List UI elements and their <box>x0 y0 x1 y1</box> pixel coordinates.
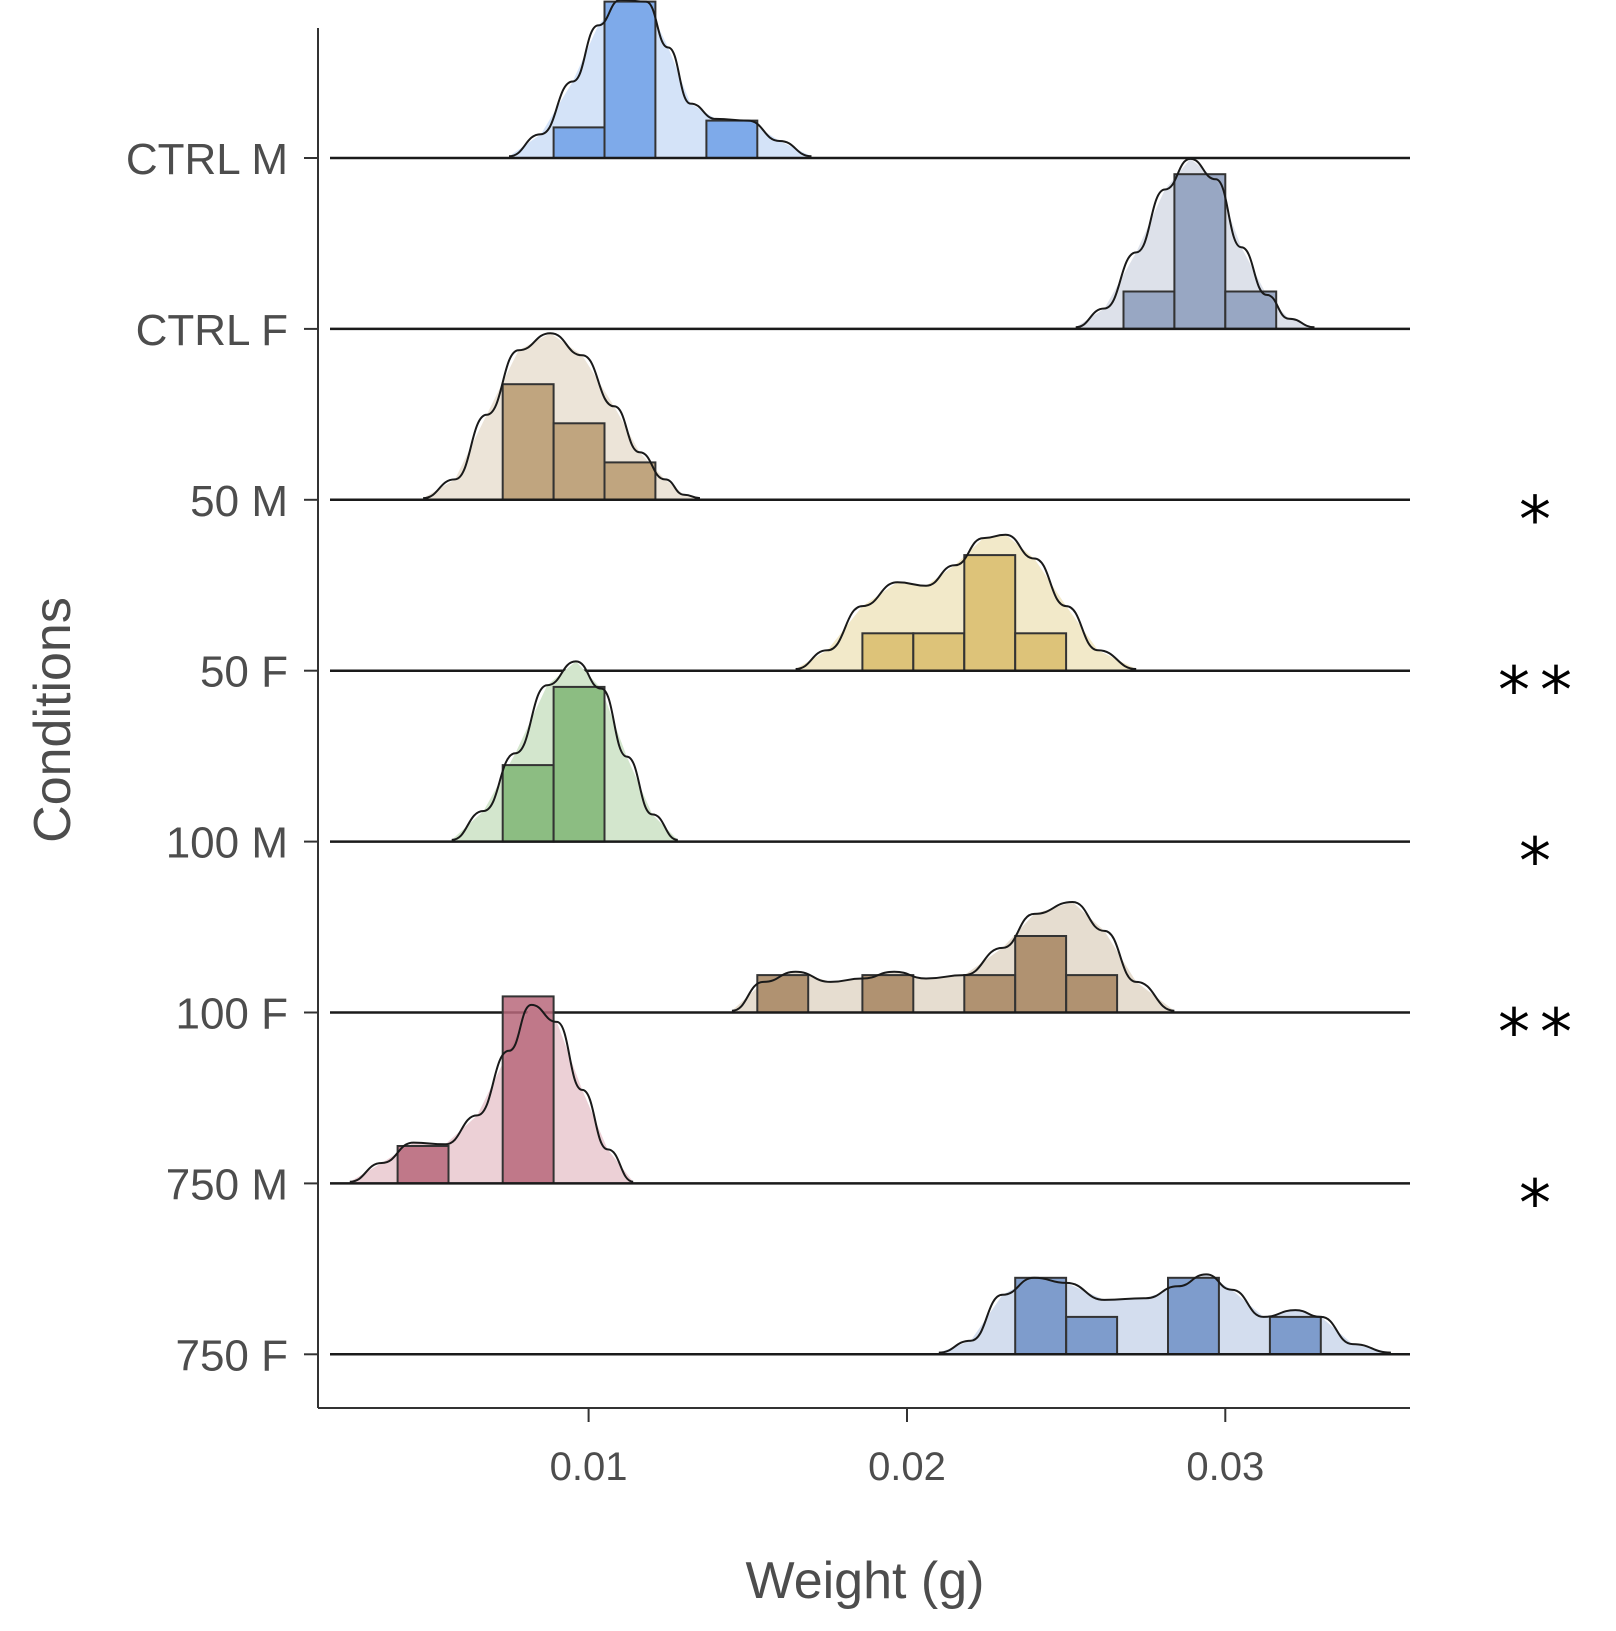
hist-bar-100-f-6 <box>1065 974 1119 1014</box>
significance-100-m: * <box>1519 826 1561 900</box>
hist-bar-50-f-3 <box>1014 632 1068 672</box>
significance-markers: ******* <box>1498 484 1582 1242</box>
density-line-100-m <box>451 660 679 841</box>
hist-bar-750-f-1 <box>1065 1315 1119 1356</box>
ridge-750-m <box>330 995 1410 1185</box>
density-fill-750-m <box>349 1004 634 1184</box>
density-fill-750-f <box>938 1274 1391 1355</box>
hist-bar-100-f-5 <box>1014 935 1068 1014</box>
density-line-ctrl-m <box>508 0 812 158</box>
hist-bar-ctrl-m-1 <box>603 0 657 159</box>
hist-bar-50-m-0 <box>501 383 555 501</box>
y-tick-label-ctrl-m: CTRL M <box>126 135 288 184</box>
density-line-100-f <box>731 900 1175 1012</box>
hist-bar-100-f-4 <box>963 974 1017 1014</box>
y-tick-label-ctrl-f: CTRL F <box>136 306 288 355</box>
ridge-100-m <box>330 660 1410 843</box>
hist-bar-50-f-0 <box>861 632 915 672</box>
density-line-750-f <box>938 1273 1391 1354</box>
significance-50-m: * <box>1519 484 1561 558</box>
y-tick-label-50-m: 50 M <box>190 477 288 526</box>
ridge-100-f <box>330 900 1410 1014</box>
x-axis: 0.01 0.02 0.03 <box>550 1408 1264 1489</box>
hist-bar-750-f-3 <box>1167 1276 1220 1356</box>
ridge-50-f <box>330 533 1410 672</box>
ridge-ctrl-f <box>330 157 1410 331</box>
density-line-ctrl-f <box>1075 157 1315 329</box>
x-tick-label-2: 0.03 <box>1186 1445 1264 1489</box>
x-tick-label-0: 0.01 <box>550 1445 628 1489</box>
hist-bar-50-m-1 <box>552 422 606 501</box>
y-axis: CTRL M CTRL F 50 M 50 F 100 M 100 F 750 M 750 F <box>126 135 318 1380</box>
ridges-layer <box>330 0 1410 1356</box>
y-axis-title: Conditions <box>24 597 82 843</box>
significance-50-f: ** <box>1498 655 1582 729</box>
hist-bar-100-m-0 <box>501 764 555 843</box>
hist-bar-100-f-2 <box>861 974 915 1014</box>
hist-bar-50-m-2 <box>603 461 657 501</box>
hist-bar-ctrl-m-0 <box>552 126 606 160</box>
hist-bar-ctrl-f-2 <box>1224 290 1278 330</box>
density-line-50-m <box>422 332 701 500</box>
density-fill-ctrl-m <box>509 0 812 158</box>
ridge-ctrl-m <box>330 0 1410 160</box>
hist-bar-750-m-2 <box>501 995 555 1185</box>
hist-bar-ctrl-f-0 <box>1122 290 1176 330</box>
y-tick-label-50-f: 50 F <box>200 648 288 697</box>
density-line-750-m <box>349 1003 634 1183</box>
significance-750-m: * <box>1519 1167 1561 1241</box>
hist-bar-750-m-0 <box>396 1145 450 1185</box>
x-axis-title: Weight (g) <box>746 1552 985 1610</box>
hist-bar-50-f-2 <box>963 554 1017 672</box>
hist-bar-ctrl-f-1 <box>1173 173 1227 330</box>
hist-bar-ctrl-m-3 <box>705 119 759 159</box>
hist-bar-750-f-5 <box>1268 1315 1322 1356</box>
ridge-750-f <box>330 1273 1410 1356</box>
hist-bar-100-f-0 <box>756 974 810 1014</box>
hist-bar-750-f-0 <box>1014 1276 1068 1356</box>
density-fill-50-m <box>423 333 700 500</box>
y-tick-label-100-f: 100 F <box>175 990 288 1039</box>
y-tick-label-750-f: 750 F <box>175 1331 288 1380</box>
ridge-50-m <box>330 332 1410 502</box>
x-tick-label-1: 0.02 <box>868 1445 946 1489</box>
y-tick-label-750-m: 750 M <box>166 1160 288 1209</box>
significance-100-f: ** <box>1498 997 1582 1071</box>
hist-bar-100-m-1 <box>552 685 606 843</box>
hist-bar-50-f-1 <box>912 632 966 672</box>
y-tick-label-100-m: 100 M <box>166 819 288 868</box>
density-line-50-f <box>795 533 1137 670</box>
